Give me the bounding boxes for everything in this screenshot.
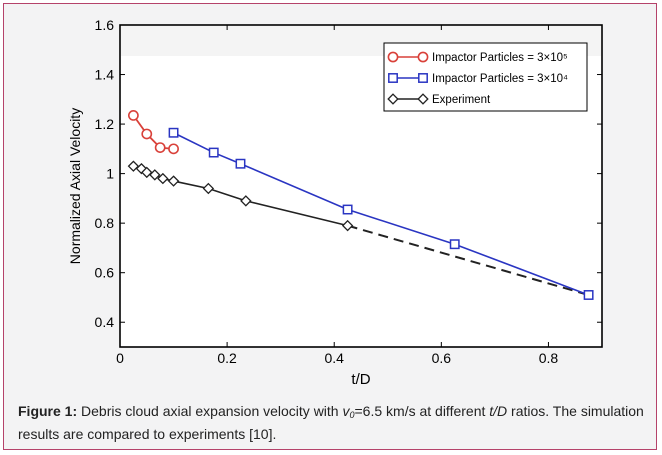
caption-text-c: ratios. The simulation results are compa… — [18, 403, 644, 442]
x-axis-label: t/D — [351, 371, 370, 388]
x-tick-label: 0.2 — [217, 350, 237, 366]
caption-text-a: Debris cloud axial expansion velocity wi… — [77, 403, 343, 419]
y-tick-label: 0.8 — [95, 215, 115, 231]
x-tick-label: 0 — [116, 350, 124, 366]
caption-text-b: =6.5 km/s at different — [354, 403, 490, 419]
line-chart: 0 0.2 0.4 0.6 0.8 0.4 0.6 0.8 1 1.2 1.4 1.6 t/D Nor… — [67, 17, 603, 388]
legend-label: Impactor Particles = 3×10⁴ — [432, 73, 568, 85]
data-point — [168, 127, 179, 138]
caption-td: t/D — [489, 403, 508, 419]
data-point — [127, 110, 139, 121]
y-tick-label: 1.2 — [95, 116, 115, 132]
x-tick-label: 0.6 — [432, 350, 452, 366]
y-tick-label: 0.4 — [95, 314, 115, 330]
figure-caption: Figure 1: Debris cloud axial expansion v… — [18, 402, 648, 444]
legend: Impactor Particles = 3×10⁵ Impactor Parti… — [383, 42, 588, 112]
legend-label: Experiment — [432, 94, 491, 106]
y-tick-label: 1 — [106, 166, 114, 182]
y-tick-label: 0.6 — [95, 265, 115, 281]
figure-frame: 0 0.2 0.4 0.6 0.8 0.4 0.6 0.8 1 1.2 1.4 1.6 t/D Nor… — [3, 3, 657, 450]
series-line — [173, 132, 589, 296]
data-point — [583, 290, 594, 300]
data-point — [240, 195, 252, 207]
legend-marker — [417, 51, 429, 63]
caption-var-sub: 0 — [349, 410, 355, 420]
legend-marker — [387, 51, 399, 63]
legend-marker — [388, 73, 398, 83]
legend-marker — [387, 93, 399, 105]
caption-label: Figure 1: — [18, 403, 78, 419]
data-point — [168, 143, 179, 155]
legend-marker — [418, 73, 428, 83]
y-tick-label: 1.4 — [95, 67, 115, 83]
y-axis-label: Normalized Axial Velocity — [67, 108, 83, 264]
data-point — [135, 162, 148, 175]
series-extrapolation-dashed — [347, 224, 589, 296]
data-point — [167, 175, 180, 187]
data-point — [141, 128, 153, 140]
data-point — [154, 142, 166, 154]
data-point — [127, 160, 140, 172]
data-point — [449, 239, 460, 250]
series-line — [132, 114, 174, 150]
y-tick-label: 1.6 — [95, 17, 115, 33]
data-point — [235, 158, 246, 169]
data-point — [202, 182, 215, 195]
x-tick-label: 0.4 — [324, 350, 344, 366]
caption-var: v — [342, 403, 350, 419]
data-point — [342, 204, 353, 215]
data-point — [341, 219, 354, 232]
data-point — [208, 147, 219, 158]
data-point — [149, 169, 161, 181]
legend-marker — [417, 93, 429, 105]
data-point — [157, 172, 169, 185]
x-tick-label: 0.8 — [539, 350, 559, 366]
legend-label: Impactor Particles = 3×10⁵ — [432, 52, 568, 64]
